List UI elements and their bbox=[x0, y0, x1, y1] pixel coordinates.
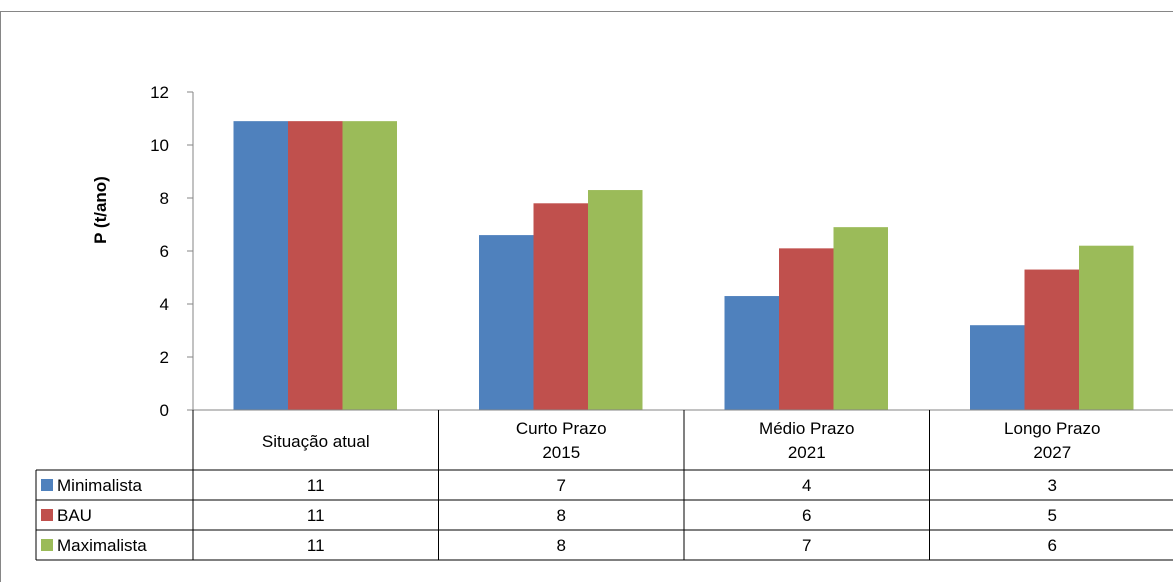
legend-swatch-maximalista bbox=[41, 539, 53, 551]
bar-bau bbox=[779, 248, 834, 410]
legend-swatch-bau bbox=[41, 509, 53, 521]
table-value: 11 bbox=[307, 536, 325, 555]
bar-maximalista bbox=[343, 121, 398, 410]
legend-label: Minimalista bbox=[57, 476, 143, 495]
y-tick-label: 12 bbox=[150, 83, 169, 102]
table-value: 8 bbox=[557, 536, 566, 555]
bar-minimalista bbox=[970, 325, 1025, 410]
legend-swatch-minimalista bbox=[41, 479, 53, 491]
bar-maximalista bbox=[588, 190, 643, 410]
y-tick-label: 6 bbox=[160, 242, 169, 261]
bar-minimalista bbox=[479, 235, 534, 410]
table-value: 8 bbox=[557, 506, 566, 525]
table-value: 11 bbox=[307, 476, 325, 495]
bar-bau bbox=[1025, 270, 1080, 410]
bar-bau bbox=[288, 121, 343, 410]
table-value: 6 bbox=[802, 506, 811, 525]
table-value: 4 bbox=[802, 476, 811, 495]
x-category-label: 2015 bbox=[542, 443, 580, 462]
table-value: 6 bbox=[1048, 536, 1057, 555]
table-value: 7 bbox=[557, 476, 566, 495]
table-value: 5 bbox=[1048, 506, 1057, 525]
y-tick-label: 10 bbox=[150, 136, 169, 155]
bar-minimalista bbox=[234, 121, 289, 410]
bar-minimalista bbox=[725, 296, 780, 410]
y-axis-title: P (t/ano) bbox=[91, 176, 110, 244]
bar-bau bbox=[534, 203, 589, 410]
table-value: 11 bbox=[307, 506, 325, 525]
x-category-label: Curto Prazo bbox=[516, 419, 607, 438]
y-tick-label: 0 bbox=[160, 401, 169, 420]
x-category-label: Médio Prazo bbox=[759, 419, 854, 438]
bar-maximalista bbox=[834, 227, 889, 410]
legend-label: Maximalista bbox=[57, 536, 147, 555]
legend-label: BAU bbox=[57, 506, 92, 525]
table-value: 7 bbox=[802, 536, 811, 555]
bar-maximalista bbox=[1079, 246, 1134, 410]
table-value: 3 bbox=[1048, 476, 1057, 495]
y-tick-label: 8 bbox=[160, 189, 169, 208]
x-category-label: Longo Prazo bbox=[1004, 419, 1100, 438]
x-category-label: Situação atual bbox=[262, 432, 370, 451]
x-category-label: 2027 bbox=[1033, 443, 1071, 462]
x-category-label: 2021 bbox=[788, 443, 826, 462]
y-tick-label: 2 bbox=[160, 348, 169, 367]
y-tick-label: 4 bbox=[160, 295, 169, 314]
